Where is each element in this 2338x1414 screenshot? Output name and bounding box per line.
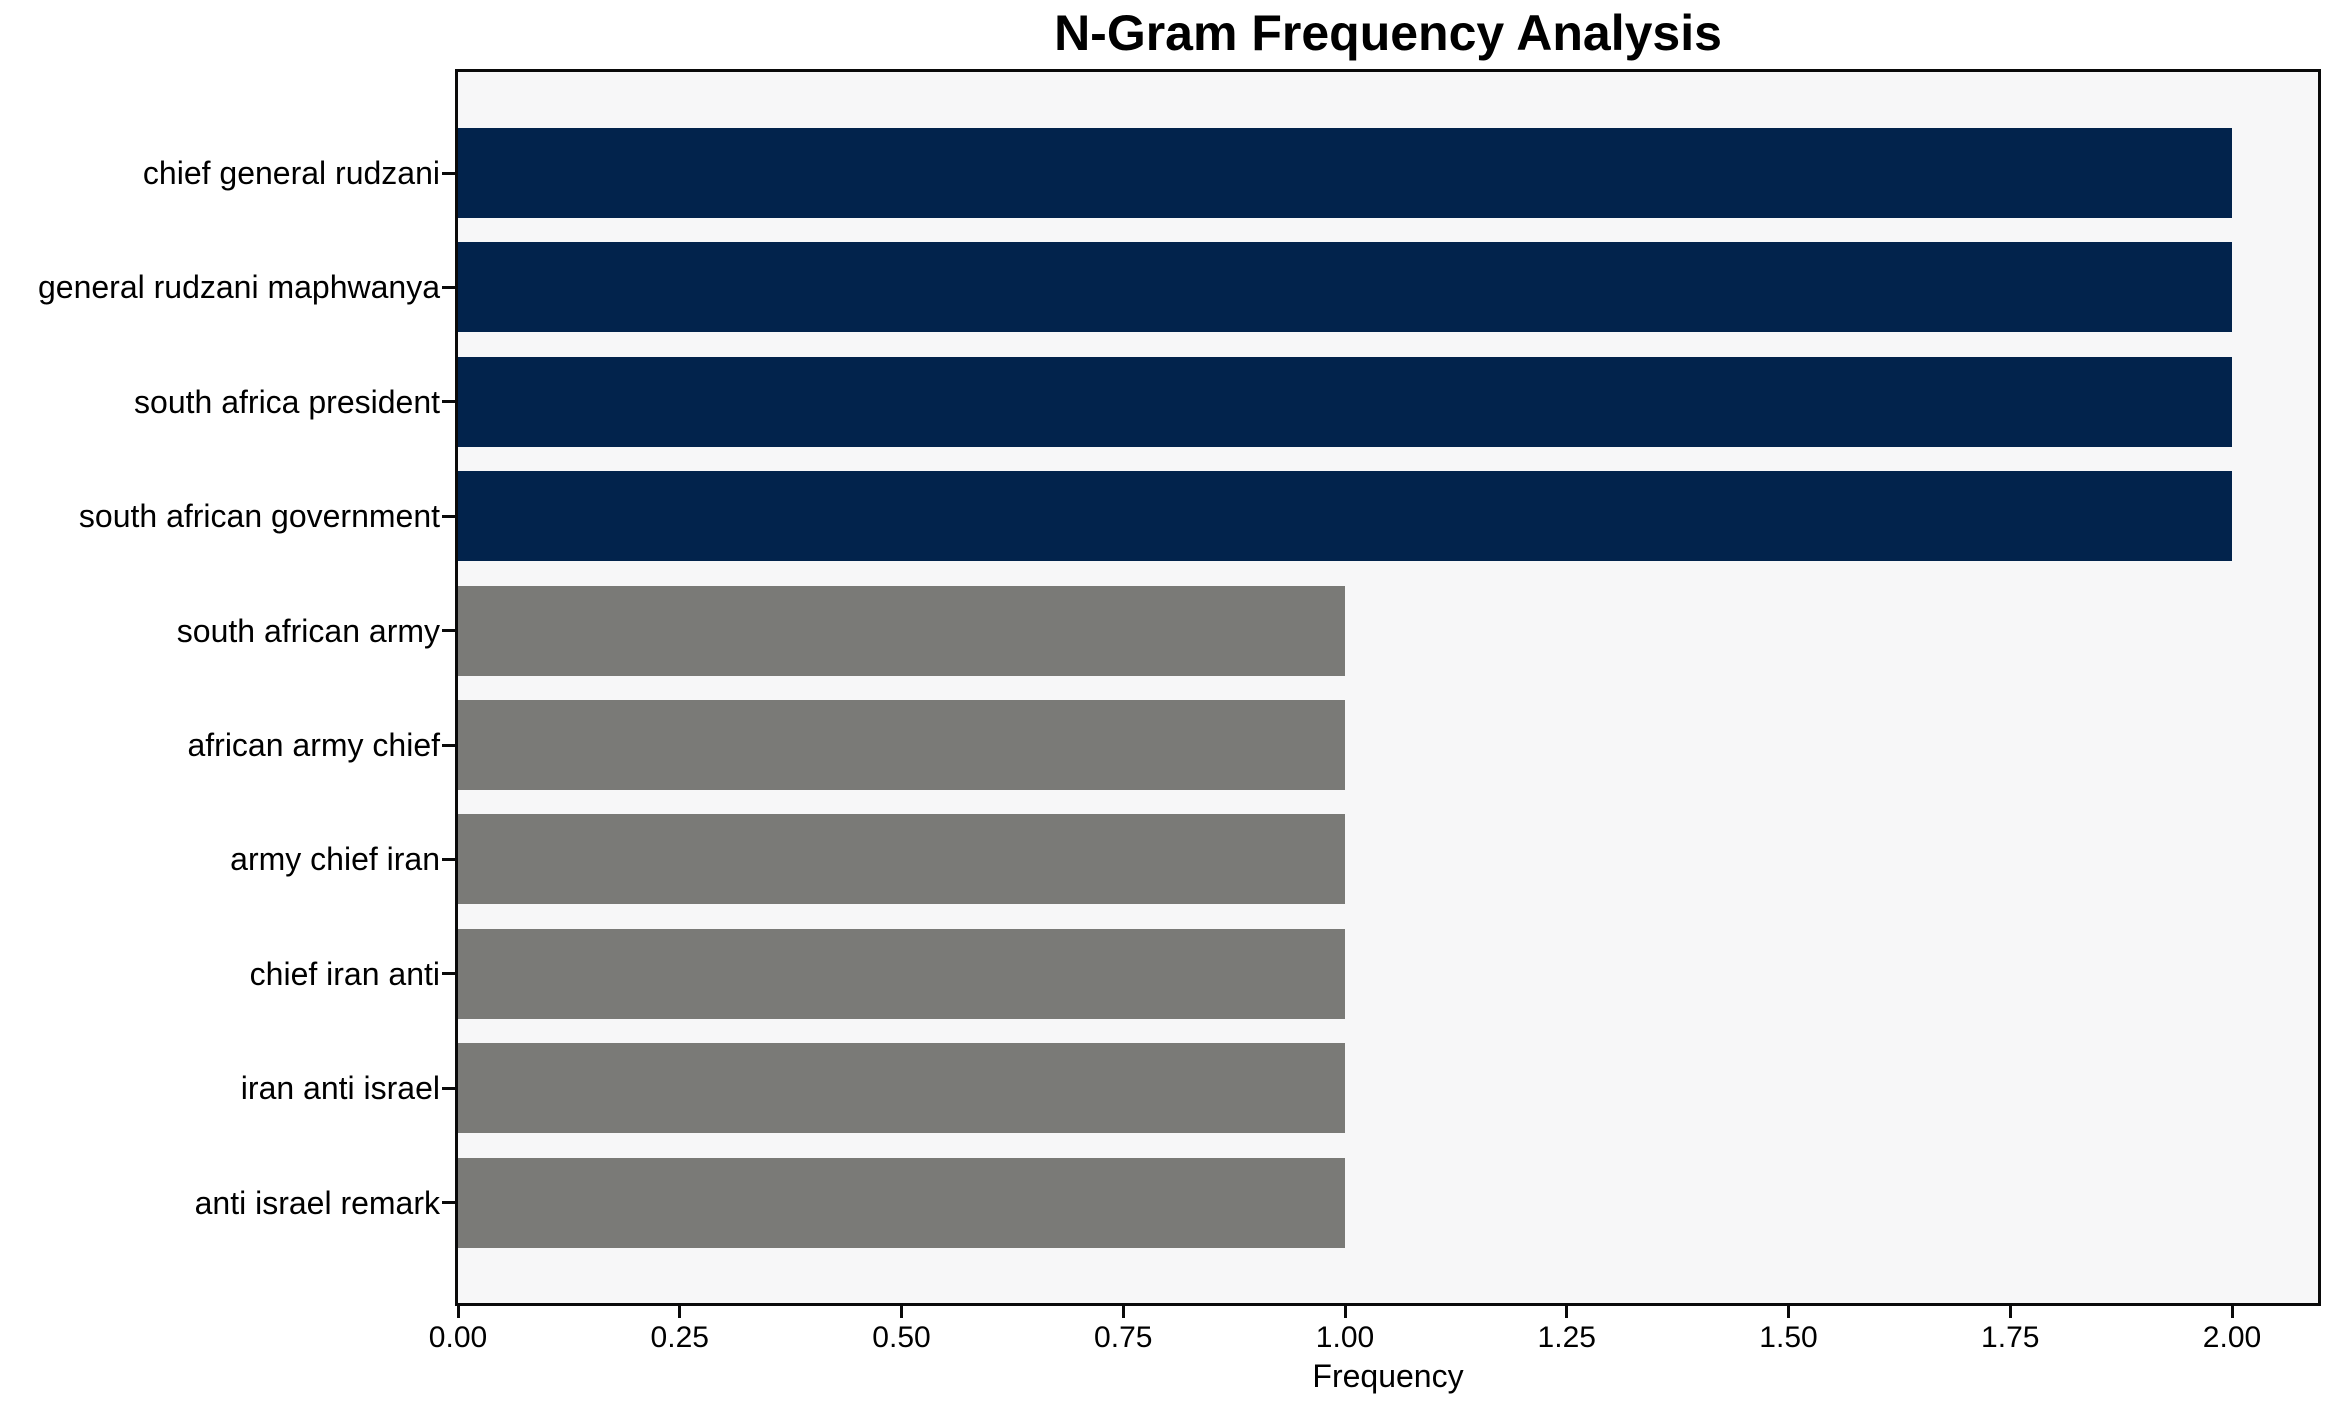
y-tick-mark [442,1201,455,1205]
y-tick-mark [442,171,455,175]
x-tick-label-1.25: 1.25 [1537,1321,1596,1354]
bar-general-rudzani-maphwanya [458,242,2232,333]
bar-south-african-army [458,585,1345,676]
x-tick-label-1.00: 1.00 [1315,1321,1375,1354]
bar-chief-iran-anti [458,928,1345,1019]
y-tick-mark [442,400,455,404]
x-tick-label-1.75: 1.75 [1981,1321,2040,1354]
y-tick-mark [442,514,455,518]
y-tick-label-anti-israel-remark: anti israel remark [194,1184,440,1221]
x-tick-label-0.50: 0.50 [872,1321,931,1354]
y-tick-mark [442,1086,455,1090]
y-tick-mark [442,857,455,861]
y-tick-label-south-african-government: south african government [78,498,440,535]
x-tick-mark [1787,1303,1790,1318]
bar-iran-anti-israel [458,1043,1345,1134]
x-tick-label-0.25: 0.25 [650,1321,709,1354]
x-tick-mark [900,1303,903,1318]
x-tick-label-2.00: 2.00 [2202,1321,2262,1354]
bar-army-chief-iran [458,814,1345,905]
y-tick-mark [442,743,455,747]
bar-african-army-chief [458,700,1345,790]
x-tick-mark [1343,1303,1347,1318]
bar-anti-israel-remark [458,1157,1345,1248]
y-tick-label-chief-general-rudzani: chief general rudzani [142,155,440,191]
plot-area [455,69,2321,1306]
x-axis-label: Frequency [1312,1358,1464,1394]
x-tick-mark [2008,1303,2012,1318]
x-tick-label-1.50: 1.50 [1759,1321,1818,1354]
bar-south-african-government [458,471,2232,562]
y-tick-mark [442,629,455,633]
y-tick-label-african-army-chief: african army chief [187,727,440,763]
y-tick-mark [442,972,455,976]
x-tick-mark [1565,1303,1569,1318]
bar-south-africa-president [458,356,2232,447]
y-tick-label-army-chief-iran: army chief iran [230,841,440,878]
y-tick-mark [442,285,455,289]
x-tick-label-0.75: 0.75 [1094,1321,1153,1354]
bar-chief-general-rudzani [458,128,2232,218]
x-tick-label-0.00: 0.00 [428,1321,488,1354]
x-tick-mark [2230,1303,2234,1318]
x-tick-mark [456,1303,460,1318]
x-tick-mark [1121,1303,1125,1318]
x-tick-mark [678,1303,682,1318]
y-tick-label-chief-iran-anti: chief iran anti [249,955,440,992]
chart-title: N-Gram Frequency Analysis [1054,5,1722,61]
y-tick-label-south-african-army: south african army [176,612,440,649]
y-tick-label-south-africa-president: south africa president [134,383,440,420]
y-tick-label-general-rudzani-maphwanya: general rudzani maphwanya [37,269,440,306]
y-tick-label-iran-anti-israel: iran anti israel [240,1070,440,1107]
